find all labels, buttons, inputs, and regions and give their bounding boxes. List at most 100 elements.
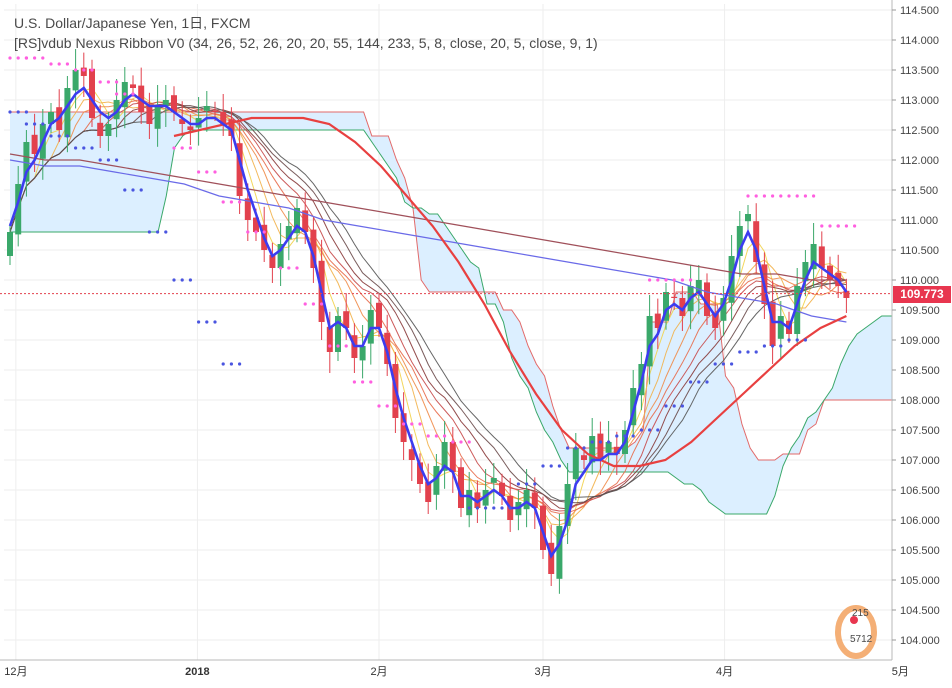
psar-dot-high xyxy=(746,194,750,198)
psar-dot-low xyxy=(172,278,176,282)
psar-dot-high xyxy=(254,230,258,234)
psar-dot-low xyxy=(49,134,53,138)
psar-dot-high xyxy=(65,62,69,66)
price-tick-label: 106.000 xyxy=(900,515,940,527)
price-tick-label: 107.000 xyxy=(900,455,940,467)
psar-dot-low xyxy=(180,278,184,282)
candle-body xyxy=(458,467,464,508)
candle-body xyxy=(179,119,186,124)
psar-dot-high xyxy=(426,434,430,438)
time-tick-label: 12月 xyxy=(4,666,27,678)
psar-dot-high xyxy=(74,68,78,72)
price-tick-label: 109.000 xyxy=(900,335,940,347)
psar-dot-low xyxy=(771,344,775,348)
psar-dot-high xyxy=(754,194,758,198)
psar-dot-high xyxy=(205,170,209,174)
watermark-line2: 5712 xyxy=(850,634,873,645)
psar-dot-low xyxy=(16,110,20,114)
psar-dot-high xyxy=(287,266,291,270)
candle-body xyxy=(294,208,300,234)
candle-body xyxy=(474,492,481,508)
psar-dot-low xyxy=(762,344,767,348)
psar-dot-high xyxy=(385,404,389,408)
time-axis[interactable]: 12月20182月3月4月5月6月7月 xyxy=(0,659,952,678)
psar-dot-low xyxy=(697,380,701,384)
psar-dot-low xyxy=(24,110,28,114)
candle-body xyxy=(359,346,366,361)
psar-dot-low xyxy=(689,380,693,384)
price-tick-label: 110.500 xyxy=(900,245,939,257)
psar-dot-low xyxy=(598,440,603,444)
candle-body xyxy=(613,446,620,454)
candle-body xyxy=(105,124,112,136)
price-tick-label: 111.000 xyxy=(900,215,938,227)
psar-dot-low xyxy=(492,506,496,510)
ma-144-line xyxy=(9,159,847,323)
price-tick-label: 110.000 xyxy=(900,275,939,287)
candle-body xyxy=(589,436,596,463)
psar-dot-low xyxy=(779,344,783,348)
psar-dot-high xyxy=(434,434,438,438)
psar-dot-high xyxy=(123,92,127,96)
indicator-title: [RS]vdub Nexus Ribbon V0 (34, 26, 52, 26… xyxy=(14,35,598,51)
candle-body xyxy=(556,526,563,579)
psar-dot-high xyxy=(8,56,12,60)
time-tick-label: 2018 xyxy=(185,666,209,678)
psar-dot-high xyxy=(689,278,693,282)
price-axis[interactable]: 114.500 114.000 113.500 113.000 112.500 112.0… xyxy=(891,0,952,688)
psar-dot-high xyxy=(41,56,45,60)
psar-dot-high xyxy=(762,194,767,198)
psar-dot-high xyxy=(680,278,685,282)
psar-dot-high xyxy=(344,344,348,348)
candle-body xyxy=(130,84,136,88)
psar-dot-low xyxy=(557,464,562,468)
psar-dot-high xyxy=(311,302,315,306)
candle-body xyxy=(531,492,538,508)
psar-dot-low xyxy=(533,482,537,486)
psar-dot-high xyxy=(771,194,775,198)
psar-dot-low xyxy=(98,158,102,162)
psar-dot-high xyxy=(443,434,447,438)
psar-dot-high xyxy=(90,68,94,72)
cloud-span-b xyxy=(10,129,907,515)
psar-dot-low xyxy=(746,350,750,354)
psar-dot-high xyxy=(410,422,414,426)
price-axis-bg xyxy=(892,0,952,688)
psar-dot-low xyxy=(672,404,676,408)
psar-dot-high xyxy=(279,266,283,270)
psar-dot-high xyxy=(795,194,799,198)
psar-dot-low xyxy=(500,506,504,510)
psar-dot-low xyxy=(57,134,61,138)
watermark-logo: 215 5712 xyxy=(834,604,882,660)
candle-body xyxy=(302,210,309,232)
psar-dot-high xyxy=(779,194,783,198)
psar-dot-high xyxy=(229,200,233,204)
psar-dot-low xyxy=(787,338,791,342)
candle-body xyxy=(64,88,71,138)
psar-dot-high xyxy=(303,302,307,306)
psar-dot-low xyxy=(639,428,644,432)
candle-body xyxy=(72,70,79,91)
price-tick-label: 112.500 xyxy=(900,125,939,137)
psar-dot-low xyxy=(623,434,627,438)
psar-dot-high xyxy=(295,266,299,270)
psar-dot-high xyxy=(369,380,373,384)
psar-dot-low xyxy=(730,362,734,366)
psar-dot-low xyxy=(115,158,119,162)
candle-body xyxy=(769,301,776,346)
candle-body xyxy=(572,448,579,480)
psar-dot-low xyxy=(147,230,151,234)
psar-dot-low xyxy=(525,482,529,486)
candle-body xyxy=(597,433,604,460)
candle-body xyxy=(548,542,555,574)
candle-body xyxy=(695,280,702,294)
psar-dot-low xyxy=(656,428,660,432)
psar-dot-low xyxy=(721,362,726,366)
psar-dot-high xyxy=(836,224,840,228)
price-tick-label: 109.500 xyxy=(900,305,940,317)
candle-body xyxy=(277,244,284,268)
psar-dot-high xyxy=(828,224,832,228)
psar-dot-low xyxy=(188,278,192,282)
